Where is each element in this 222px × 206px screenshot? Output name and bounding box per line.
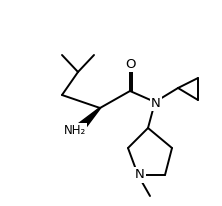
- Text: NH₂: NH₂: [64, 124, 86, 137]
- Polygon shape: [77, 108, 100, 131]
- Text: O: O: [125, 57, 135, 70]
- Text: N: N: [135, 169, 145, 181]
- Text: N: N: [151, 96, 161, 110]
